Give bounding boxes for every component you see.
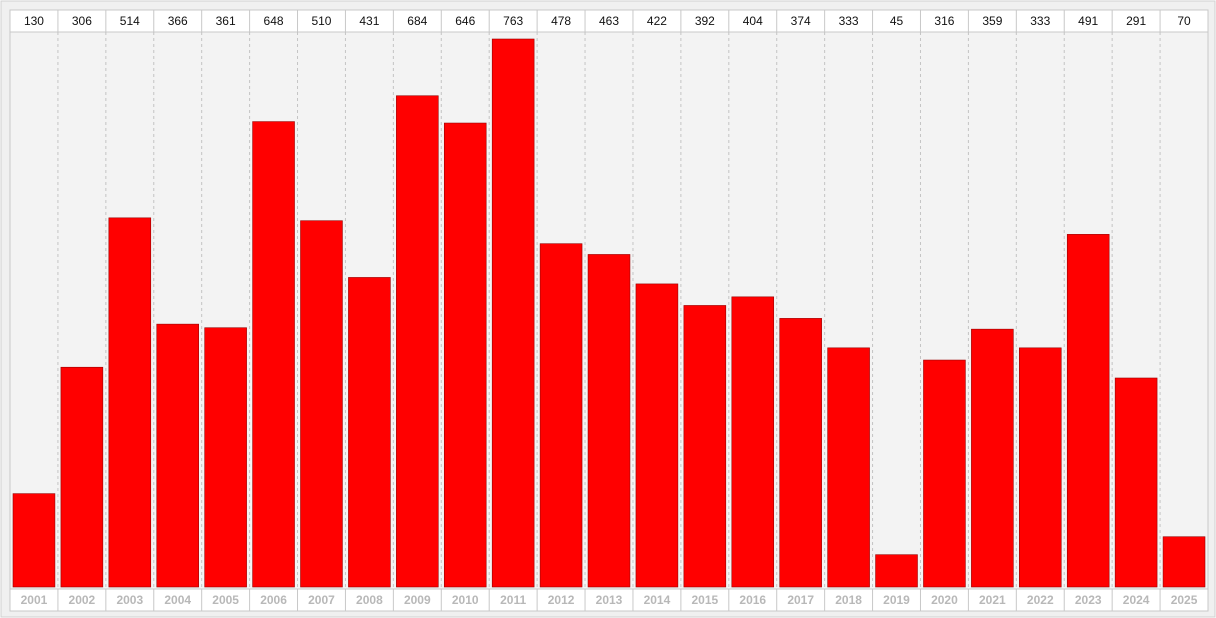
x-tick-label: 2012	[548, 593, 575, 607]
bar	[1019, 347, 1062, 588]
bar	[300, 220, 343, 588]
x-tick-label: 2001	[21, 593, 48, 607]
bar	[971, 328, 1014, 588]
value-label: 491	[1078, 14, 1098, 28]
value-label: 431	[359, 14, 379, 28]
x-tick-label: 2021	[979, 593, 1006, 607]
value-label: 374	[791, 14, 811, 28]
value-label: 70	[1177, 14, 1191, 28]
x-tick-label: 2017	[787, 593, 814, 607]
bar	[635, 283, 679, 588]
x-tick-label: 2008	[356, 593, 383, 607]
value-label: 763	[503, 14, 523, 28]
x-tick-label: 2007	[308, 593, 335, 607]
bar	[443, 122, 487, 588]
bar	[252, 121, 295, 588]
value-label: 45	[890, 14, 904, 28]
x-tick-label: 2002	[69, 593, 96, 607]
x-tick-label: 2010	[452, 593, 479, 607]
x-tick-label: 2009	[404, 593, 431, 607]
value-label: 392	[695, 14, 715, 28]
x-tick-label: 2023	[1075, 593, 1102, 607]
x-tick-label: 2005	[212, 593, 239, 607]
bar	[348, 277, 391, 588]
x-tick-label: 2022	[1027, 593, 1054, 607]
bar	[539, 243, 583, 588]
bar	[12, 493, 56, 588]
value-label: 514	[120, 14, 140, 28]
x-tick-label: 2020	[931, 593, 958, 607]
x-tick-label: 2014	[644, 593, 671, 607]
bar	[923, 359, 966, 588]
bar	[1114, 377, 1158, 588]
x-tick-label: 2015	[691, 593, 718, 607]
value-label: 130	[24, 14, 44, 28]
x-tick-label: 2013	[596, 593, 623, 607]
bar	[204, 327, 247, 588]
value-label: 316	[934, 14, 954, 28]
value-label: 291	[1126, 14, 1146, 28]
x-tick-label: 2003	[116, 593, 143, 607]
value-label: 684	[407, 14, 427, 28]
x-tick-label: 2025	[1171, 593, 1198, 607]
bar	[1162, 536, 1206, 588]
value-label: 361	[216, 14, 236, 28]
x-tick-label: 2016	[739, 593, 766, 607]
x-tick-label: 2019	[883, 593, 910, 607]
bar	[875, 554, 918, 588]
value-label: 366	[168, 14, 188, 28]
bar	[60, 366, 104, 588]
value-label: 463	[599, 14, 619, 28]
x-tick-label: 2024	[1123, 593, 1150, 607]
value-label: 510	[311, 14, 331, 28]
value-label: 646	[455, 14, 475, 28]
value-label: 422	[647, 14, 667, 28]
value-label: 478	[551, 14, 571, 28]
value-label: 359	[982, 14, 1002, 28]
value-label: 404	[743, 14, 763, 28]
bar	[827, 347, 870, 588]
x-tick-label: 2004	[164, 593, 191, 607]
bar	[731, 296, 775, 588]
value-label: 306	[72, 14, 92, 28]
x-tick-label: 2006	[260, 593, 287, 607]
x-tick-label: 2011	[500, 593, 526, 607]
bar	[108, 217, 152, 588]
value-label: 333	[1030, 14, 1050, 28]
bar	[396, 95, 439, 588]
bar	[491, 38, 535, 588]
x-tick-label: 2018	[835, 593, 862, 607]
bar	[156, 323, 199, 588]
year-row	[9, 588, 1209, 612]
bar	[587, 254, 631, 588]
bar	[683, 305, 727, 588]
value-label: 648	[264, 14, 284, 28]
bar	[779, 318, 822, 588]
bar	[1066, 234, 1110, 588]
value-label: 333	[839, 14, 859, 28]
